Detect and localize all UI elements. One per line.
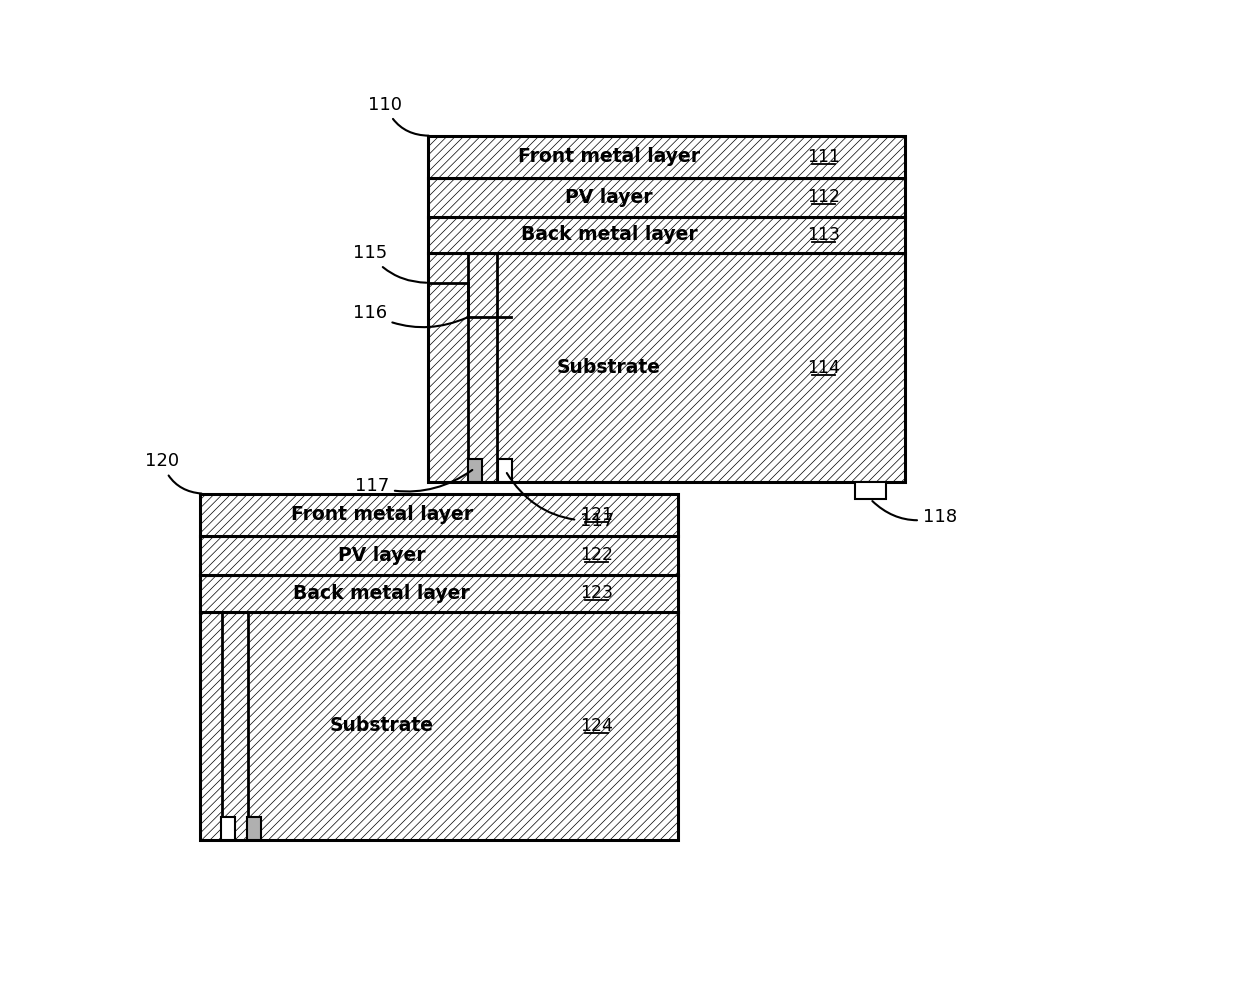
Text: Back metal layer: Back metal layer bbox=[521, 225, 697, 245]
Text: 115: 115 bbox=[352, 245, 427, 283]
Text: 110: 110 bbox=[368, 96, 429, 136]
Text: 121: 121 bbox=[580, 506, 614, 524]
Bar bbox=[428, 254, 905, 483]
Text: Substrate: Substrate bbox=[557, 359, 661, 377]
Bar bbox=[201, 575, 678, 611]
Bar bbox=[428, 136, 905, 178]
Bar bbox=[248, 817, 262, 840]
Text: PV layer: PV layer bbox=[565, 188, 652, 206]
Text: Front metal layer: Front metal layer bbox=[518, 147, 701, 166]
Bar bbox=[497, 459, 512, 483]
Bar bbox=[201, 611, 678, 840]
Text: 117: 117 bbox=[355, 470, 472, 495]
Text: PV layer: PV layer bbox=[339, 546, 425, 565]
Text: Back metal layer: Back metal layer bbox=[294, 584, 470, 603]
Text: 114: 114 bbox=[807, 359, 841, 376]
Text: Front metal layer: Front metal layer bbox=[291, 505, 472, 524]
Text: 112: 112 bbox=[807, 189, 841, 206]
Text: 123: 123 bbox=[580, 584, 614, 602]
Text: 124: 124 bbox=[580, 717, 613, 735]
Bar bbox=[854, 483, 885, 499]
Bar bbox=[201, 493, 678, 536]
Bar bbox=[428, 216, 905, 254]
Text: Substrate: Substrate bbox=[330, 717, 434, 735]
Text: 116: 116 bbox=[353, 304, 466, 327]
Text: 117: 117 bbox=[507, 473, 614, 530]
Bar bbox=[221, 817, 236, 840]
Text: 118: 118 bbox=[872, 501, 957, 526]
Bar bbox=[469, 459, 482, 483]
Bar bbox=[201, 536, 678, 575]
Bar bbox=[428, 178, 905, 216]
Text: 111: 111 bbox=[807, 147, 841, 166]
Text: 113: 113 bbox=[807, 226, 841, 244]
Text: 122: 122 bbox=[580, 547, 614, 564]
Text: 120: 120 bbox=[145, 452, 202, 493]
